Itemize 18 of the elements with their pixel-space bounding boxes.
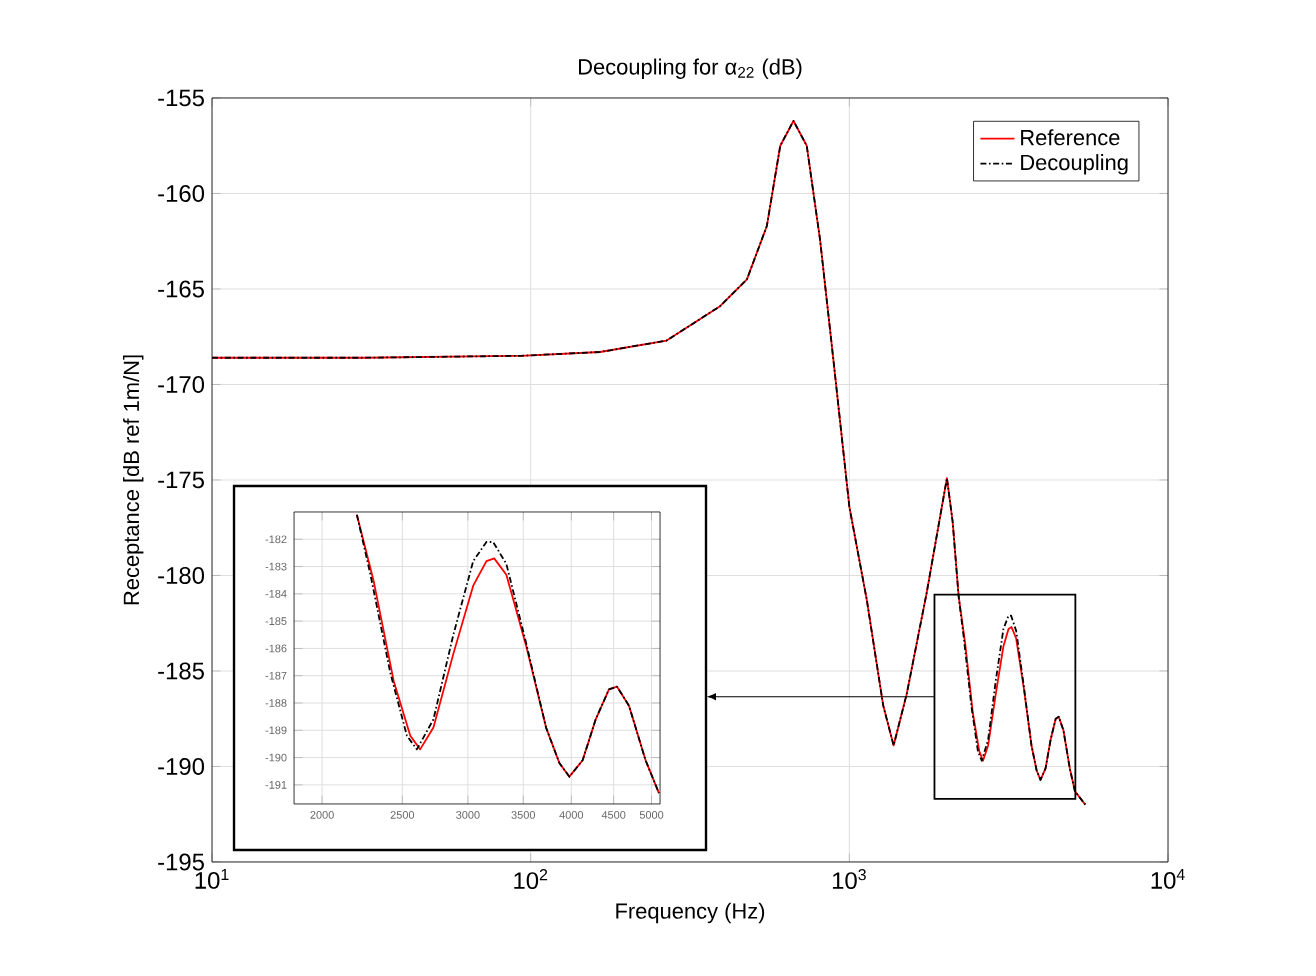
chart-title: Decoupling for α$_{22}$ (dB)	[579, 58, 802, 79]
x-tick-label: 10$^{3}$	[832, 869, 866, 890]
x-tick-label: 10$^{4}$	[1151, 869, 1185, 889]
y-tick-label: -195	[158, 853, 204, 871]
y-axis-title: Receptance [dB ref 1m/N]	[123, 355, 144, 605]
y-tick-label: -180	[158, 567, 205, 584]
y-tick-label: -190	[158, 758, 205, 775]
x-axis-title: Frequency (Hz)	[616, 902, 765, 924]
y-tick-label: -170	[158, 376, 205, 393]
y-tick-label: -185	[158, 662, 204, 680]
x-tick-label: 10$^{2}$	[514, 869, 548, 890]
y-tick-label: -160	[158, 185, 205, 202]
legend-label: Reference	[1021, 129, 1120, 146]
y-tick-label: -165	[158, 280, 204, 298]
legend-label: Decoupling	[1021, 154, 1128, 175]
y-tick-label: -175	[158, 471, 204, 489]
x-tick-label: 10$^{1}$	[195, 869, 229, 889]
y-tick-label: -155	[158, 89, 204, 107]
